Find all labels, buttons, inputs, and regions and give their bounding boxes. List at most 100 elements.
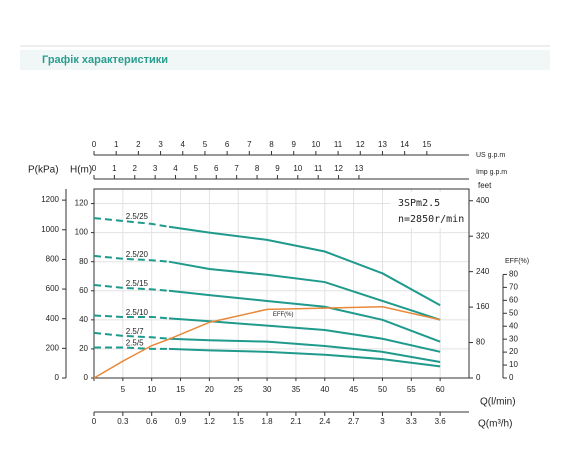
x-tick-label: 45 [349, 385, 358, 394]
model-box [390, 192, 468, 228]
series-line [93, 283, 170, 292]
axis-tick-label: 1000 [41, 225, 59, 234]
x-tick-label: 35 [291, 385, 300, 394]
axis-tick-label: 0.9 [175, 417, 187, 426]
y2-tick-label: 80 [509, 270, 518, 279]
axis-tick-label: 5 [203, 140, 208, 149]
axis-tick-label: 2 [133, 164, 138, 173]
x-tick-label: 30 [263, 385, 272, 394]
y-tick-label: 60 [79, 286, 88, 295]
axis-tick-label: 11 [314, 164, 323, 173]
x-tick-label: 60 [436, 385, 445, 394]
axis-tick-label: 2.4 [319, 417, 331, 426]
plot-frame [93, 188, 470, 379]
y2-tick-label: 20 [509, 347, 518, 356]
x-tick-label: 5 [121, 385, 126, 394]
x-tick-label: 10 [147, 385, 156, 394]
y-tick-label: 20 [79, 344, 88, 353]
axis-tick-label: 8 [269, 140, 274, 149]
x-axis-label: Q(l/min) [480, 397, 516, 408]
axis-label: Q(m³/h) [478, 419, 512, 430]
y2-tick-label: 40 [509, 321, 518, 330]
series-line [93, 314, 170, 320]
axis-tick-label: 3 [380, 417, 385, 426]
axis-tick-label: 1 [112, 164, 117, 173]
series-line [93, 254, 170, 263]
series-line [168, 317, 441, 353]
x-tick-label: 25 [234, 385, 243, 394]
series-line [94, 346, 169, 350]
axis-tick-label: 9 [291, 140, 296, 149]
axis-tick-label: 10 [311, 140, 320, 149]
axis-tick-label: 0.3 [117, 417, 129, 426]
series-label: 2.5/25 [126, 212, 149, 221]
y-tick-label: 80 [79, 257, 88, 266]
header-bar [20, 50, 550, 70]
series-label: 2.5/5 [126, 339, 144, 348]
axis-tick-label: 800 [46, 255, 60, 264]
axis-tick-label: 3 [153, 164, 158, 173]
axis-tick-label: 600 [46, 284, 60, 293]
axis-tick-label: 2 [136, 140, 141, 149]
y-tick-label: 100 [75, 228, 89, 237]
series-line [168, 289, 441, 343]
axis-tick-label: 240 [476, 267, 490, 276]
series-line [93, 217, 170, 228]
axis-tick-label: 2.1 [290, 417, 302, 426]
y2-tick-label: 70 [509, 282, 518, 291]
x-tick-label: 15 [176, 385, 185, 394]
axis-tick-label: 0 [92, 164, 97, 173]
axis-tick-label: 7 [247, 140, 252, 149]
series-line [93, 306, 441, 379]
axis-tick-label: 10 [293, 164, 302, 173]
axis-tick-label: 1 [114, 140, 119, 149]
axis-tick-label: 320 [476, 231, 490, 240]
series-label: 2.5/7 [126, 327, 144, 336]
axis-tick-label: 0 [92, 140, 97, 149]
axis-tick-label: 0 [476, 373, 481, 382]
series-line [168, 225, 441, 307]
x-tick-label: 50 [378, 385, 387, 394]
axis-label: P(kPa) [28, 165, 59, 176]
axis-tick-label: 160 [476, 302, 490, 311]
axis-tick-label: 11 [334, 140, 343, 149]
axis-label: US g.p.m [476, 152, 505, 159]
axis-tick-label: 6 [225, 140, 230, 149]
y2-axis-label: EFF(%) [505, 258, 529, 265]
axis-tick-label: 4 [181, 140, 186, 149]
series-line [93, 331, 170, 340]
axis-tick-label: 7 [234, 164, 239, 173]
y-tick-label: 40 [79, 315, 88, 324]
series-line [168, 347, 441, 368]
axis-tick-label: 3.6 [435, 417, 447, 426]
series-label: 2.5/15 [126, 279, 149, 288]
axis-tick-label: 1.5 [233, 417, 245, 426]
axis-tick-label: 1.8 [262, 417, 274, 426]
x-tick-label: 55 [407, 385, 416, 394]
axis-label: feet [478, 181, 492, 190]
series-line [168, 337, 441, 363]
y-axis-label: H(m) [70, 165, 92, 176]
y2-tick-label: 60 [509, 295, 518, 304]
axis-tick-label: 4 [173, 164, 178, 173]
axis-tick-label: 13 [354, 164, 363, 173]
x-tick-label: 40 [320, 385, 329, 394]
axis-tick-label: 80 [476, 338, 485, 347]
header-title: Графік характеристики [42, 54, 168, 66]
axis-tick-label: 14 [400, 140, 409, 149]
axis-tick-label: 13 [378, 140, 387, 149]
y2-tick-label: 50 [509, 308, 518, 317]
axis-tick-label: 3.3 [406, 417, 418, 426]
axis-label: Imp g.p.m [476, 169, 507, 176]
axis-tick-label: 400 [476, 196, 490, 205]
y2-tick-label: 10 [509, 360, 518, 369]
axis-tick-label: 12 [356, 140, 365, 149]
axis-tick-label: 2.7 [348, 417, 360, 426]
axis-tick-label: 3 [158, 140, 163, 149]
series-line [168, 260, 441, 321]
axis-tick-label: 0 [55, 373, 60, 382]
axis-tick-label: 8 [255, 164, 260, 173]
axis-tick-label: 15 [422, 140, 431, 149]
axis-tick-label: 0 [92, 417, 97, 426]
